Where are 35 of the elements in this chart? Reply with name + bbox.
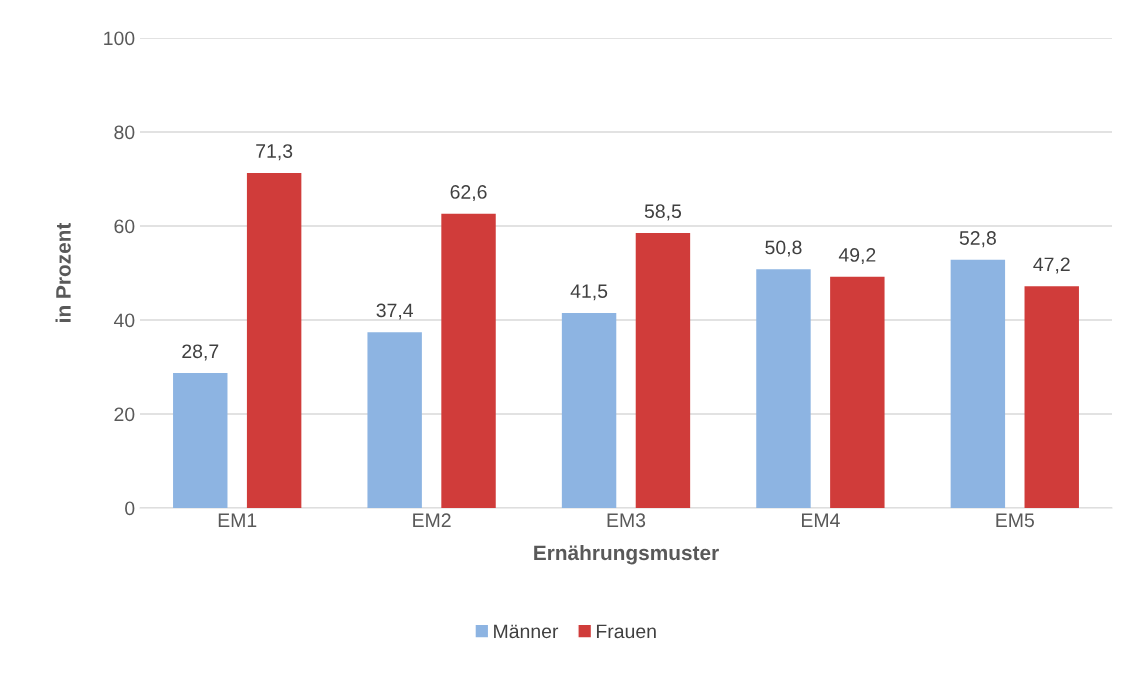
legend-label: Männer [494, 624, 559, 639]
data-label: 41,5 [570, 284, 608, 301]
x-tick-label: EM3 [607, 513, 646, 528]
data-label: 52,8 [959, 231, 996, 248]
x-tick-label: EM2 [413, 513, 451, 527]
data-label: 49,2 [838, 248, 876, 265]
data-label: 50,8 [765, 240, 802, 257]
x-axis-title: Ernährungsmuster [534, 544, 719, 565]
y-axis-title: in Prozent [55, 222, 71, 322]
bar [635, 233, 691, 508]
data-label: 62,6 [450, 185, 487, 202]
bar [246, 172, 302, 508]
bar [441, 213, 496, 508]
legend-label: Frauen [596, 624, 656, 639]
bar [950, 259, 1006, 508]
y-tick-label: 60 [114, 219, 135, 234]
data-label: 58,5 [644, 204, 682, 221]
data-label: 37,4 [376, 303, 414, 320]
bar [173, 373, 228, 508]
bar [561, 312, 617, 508]
y-tick-label: 100 [104, 31, 135, 46]
data-label: 47,2 [1033, 257, 1070, 274]
x-tick-label: EM5 [996, 513, 1034, 528]
bar [1024, 286, 1079, 508]
bar [756, 269, 811, 508]
data-label: 28,7 [182, 344, 219, 361]
y-tick-label: 0 [125, 501, 135, 516]
x-tick-label: EM4 [802, 513, 840, 527]
y-tick-label: 20 [114, 407, 135, 422]
y-tick-label: 80 [114, 125, 135, 140]
bar [367, 332, 422, 508]
bar [830, 276, 885, 508]
data-label: 71,3 [256, 144, 293, 161]
y-tick-label: 40 [113, 313, 135, 328]
x-tick-label: EM1 [218, 513, 257, 527]
